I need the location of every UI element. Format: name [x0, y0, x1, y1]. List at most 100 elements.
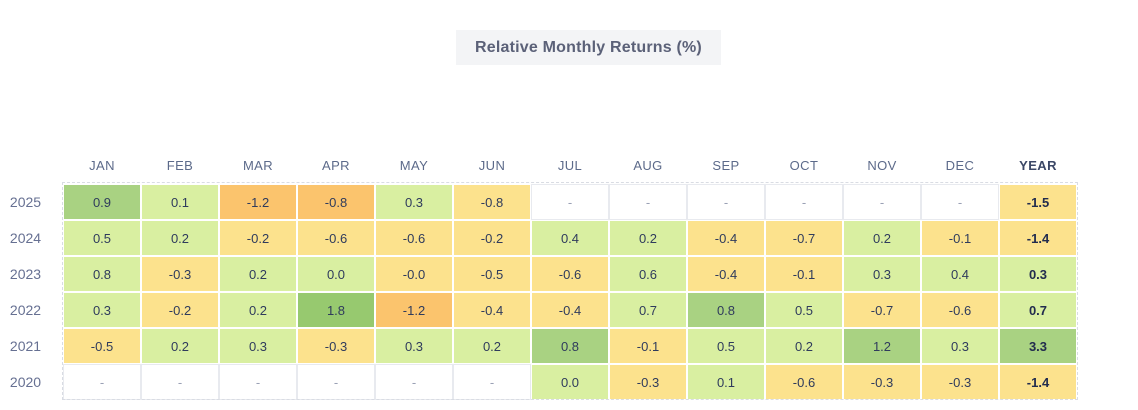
- row-label-2021: 2021: [0, 328, 63, 364]
- column-header-dec: DEC: [921, 148, 999, 183]
- return-cell: 0.2: [453, 328, 531, 364]
- grid-corner: [0, 148, 63, 183]
- return-cell: -: [687, 184, 765, 220]
- column-header-aug: AUG: [609, 148, 687, 183]
- row-label-2020: 2020: [0, 364, 63, 400]
- return-cell: -0.6: [765, 364, 843, 400]
- return-cell: 0.0: [531, 364, 609, 400]
- return-cell: -0.5: [63, 328, 141, 364]
- return-cell: -: [141, 364, 219, 400]
- return-cell: 0.3: [63, 292, 141, 328]
- return-cell: -0.6: [297, 220, 375, 256]
- return-cell: -0.2: [453, 220, 531, 256]
- return-cell: 0.3: [921, 328, 999, 364]
- row-label-2022: 2022: [0, 292, 63, 328]
- column-header-mar: MAR: [219, 148, 297, 183]
- column-header-sep: SEP: [687, 148, 765, 183]
- return-cell: -0.3: [297, 328, 375, 364]
- return-cell: -0.4: [453, 292, 531, 328]
- return-cell: -: [921, 184, 999, 220]
- return-cell: -0.4: [687, 256, 765, 292]
- return-cell: -0.1: [921, 220, 999, 256]
- return-cell: 0.7: [609, 292, 687, 328]
- return-cell: -0.1: [609, 328, 687, 364]
- return-cell: -: [453, 364, 531, 400]
- return-cell: 0.8: [531, 328, 609, 364]
- return-cell: -1.5: [999, 184, 1077, 220]
- return-cell: 0.5: [765, 292, 843, 328]
- return-cell: 0.3: [843, 256, 921, 292]
- return-cell: 0.1: [687, 364, 765, 400]
- column-header-apr: APR: [297, 148, 375, 183]
- return-cell: -0.2: [141, 292, 219, 328]
- return-cell: -0.6: [531, 256, 609, 292]
- return-cell: -0.5: [453, 256, 531, 292]
- column-header-may: MAY: [375, 148, 453, 183]
- return-cell: 0.4: [531, 220, 609, 256]
- return-cell: 0.8: [63, 256, 141, 292]
- return-cell: 1.2: [843, 328, 921, 364]
- return-cell: -0.3: [609, 364, 687, 400]
- column-header-jan: JAN: [63, 148, 141, 183]
- return-cell: 0.7: [999, 292, 1077, 328]
- return-cell: 0.0: [297, 256, 375, 292]
- return-cell: -: [765, 184, 843, 220]
- return-cell: -0.4: [687, 220, 765, 256]
- return-cell: 0.4: [921, 256, 999, 292]
- return-cell: 0.1: [141, 184, 219, 220]
- return-cell: -0.2: [219, 220, 297, 256]
- row-label-2024: 2024: [0, 220, 63, 256]
- return-cell: 0.3: [999, 256, 1077, 292]
- returns-grid: JAN FEB MAR APR MAY JUN JUL AUG SEP OCT NOV DEC YEAR…: [0, 148, 1077, 400]
- return-cell: -: [63, 364, 141, 400]
- return-cell: -0.3: [843, 364, 921, 400]
- return-cell: -: [297, 364, 375, 400]
- return-cell: 0.5: [687, 328, 765, 364]
- return-cell: -0.6: [921, 292, 999, 328]
- return-cell: 0.2: [141, 328, 219, 364]
- column-header-jun: JUN: [453, 148, 531, 183]
- return-cell: 0.2: [219, 256, 297, 292]
- return-cell: 0.9: [63, 184, 141, 220]
- return-cell: 0.2: [219, 292, 297, 328]
- return-cell: 0.3: [375, 328, 453, 364]
- return-cell: 3.3: [999, 328, 1077, 364]
- return-cell: -0.0: [375, 256, 453, 292]
- return-cell: 0.3: [219, 328, 297, 364]
- return-cell: -: [609, 184, 687, 220]
- row-label-2025: 2025: [0, 184, 63, 220]
- return-cell: 1.8: [297, 292, 375, 328]
- column-header-oct: OCT: [765, 148, 843, 183]
- return-cell: -0.4: [531, 292, 609, 328]
- return-cell: -: [219, 364, 297, 400]
- return-cell: -0.3: [921, 364, 999, 400]
- return-cell: 0.2: [765, 328, 843, 364]
- return-cell: 0.2: [843, 220, 921, 256]
- return-cell: -: [531, 184, 609, 220]
- return-cell: -0.1: [765, 256, 843, 292]
- return-cell: 0.6: [609, 256, 687, 292]
- return-cell: 0.5: [63, 220, 141, 256]
- return-cell: -0.6: [375, 220, 453, 256]
- return-cell: -1.4: [999, 220, 1077, 256]
- return-cell: -: [843, 184, 921, 220]
- return-cell: -: [375, 364, 453, 400]
- return-cell: 0.8: [687, 292, 765, 328]
- column-header-feb: FEB: [141, 148, 219, 183]
- return-cell: -1.4: [999, 364, 1077, 400]
- return-cell: -1.2: [219, 184, 297, 220]
- return-cell: 0.3: [375, 184, 453, 220]
- return-cell: -0.3: [141, 256, 219, 292]
- return-cell: -0.7: [843, 292, 921, 328]
- return-cell: -1.2: [375, 292, 453, 328]
- row-label-2023: 2023: [0, 256, 63, 292]
- return-cell: -0.7: [765, 220, 843, 256]
- return-cell: -0.8: [297, 184, 375, 220]
- column-header-jul: JUL: [531, 148, 609, 183]
- chart-title: Relative Monthly Returns (%): [456, 30, 721, 65]
- return-cell: 0.2: [141, 220, 219, 256]
- return-cell: -0.8: [453, 184, 531, 220]
- column-header-nov: NOV: [843, 148, 921, 183]
- return-cell: 0.2: [609, 220, 687, 256]
- column-header-year: YEAR: [999, 148, 1077, 183]
